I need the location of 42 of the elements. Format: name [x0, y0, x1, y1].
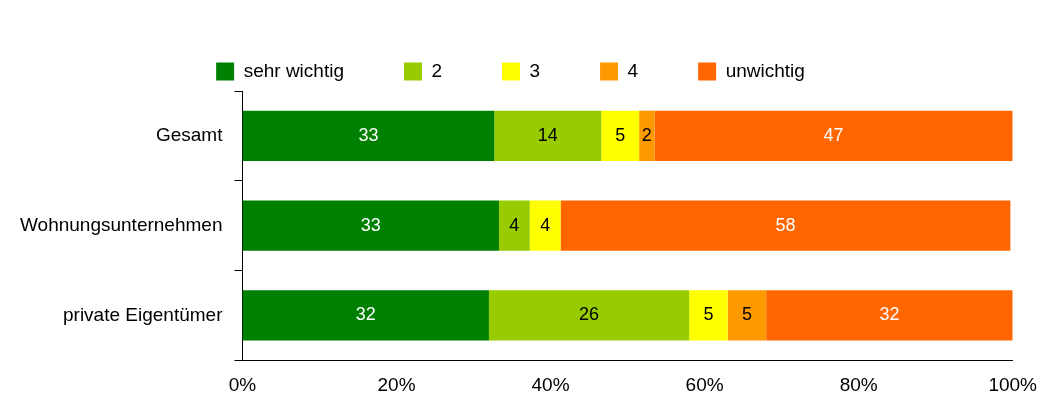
legend-label: unwichtig	[725, 59, 805, 81]
y-tick-label: Wohnungsunternehmen	[19, 213, 223, 235]
bar	[654, 110, 1013, 161]
x-tick-label: 100%	[988, 373, 1038, 395]
legend-label: 3	[529, 59, 541, 81]
data-label: 26	[579, 304, 600, 325]
data-label: 5	[703, 304, 714, 325]
bar	[639, 110, 655, 161]
x-tick-label: 0%	[228, 373, 257, 395]
bar	[242, 290, 489, 341]
bar	[494, 110, 602, 161]
y-tick-label: private Eigentümer	[62, 303, 224, 325]
legend-label: sehr wichtig	[243, 59, 344, 81]
bar	[766, 290, 1013, 341]
x-tick-label: 20%	[377, 373, 416, 395]
legend-label: 2	[431, 59, 443, 81]
data-label: 4	[540, 214, 551, 235]
data-label: 32	[879, 304, 900, 325]
data-label: 32	[355, 304, 376, 325]
bar	[498, 200, 530, 251]
data-label: 47	[823, 124, 844, 145]
x-tick-label: 80%	[839, 373, 878, 395]
data-label: 5	[741, 304, 752, 325]
bar	[529, 200, 561, 251]
x-tick-label: 40%	[531, 373, 570, 395]
data-label: 58	[775, 214, 796, 235]
data-label: 33	[358, 124, 379, 145]
x-tick-label: 60%	[685, 373, 724, 395]
bar	[242, 200, 499, 251]
data-label: 5	[615, 124, 626, 145]
bar	[601, 110, 640, 161]
data-label: 33	[360, 214, 381, 235]
bar	[488, 290, 690, 341]
bar	[242, 110, 495, 161]
bar	[727, 290, 767, 341]
data-label: 2	[641, 124, 652, 145]
bar	[560, 200, 1011, 251]
data-label: 14	[537, 124, 558, 145]
bar	[689, 290, 728, 341]
legend-label: 4	[627, 59, 639, 81]
y-tick-label: Gesamt	[155, 124, 224, 146]
data-label: 4	[509, 214, 520, 235]
